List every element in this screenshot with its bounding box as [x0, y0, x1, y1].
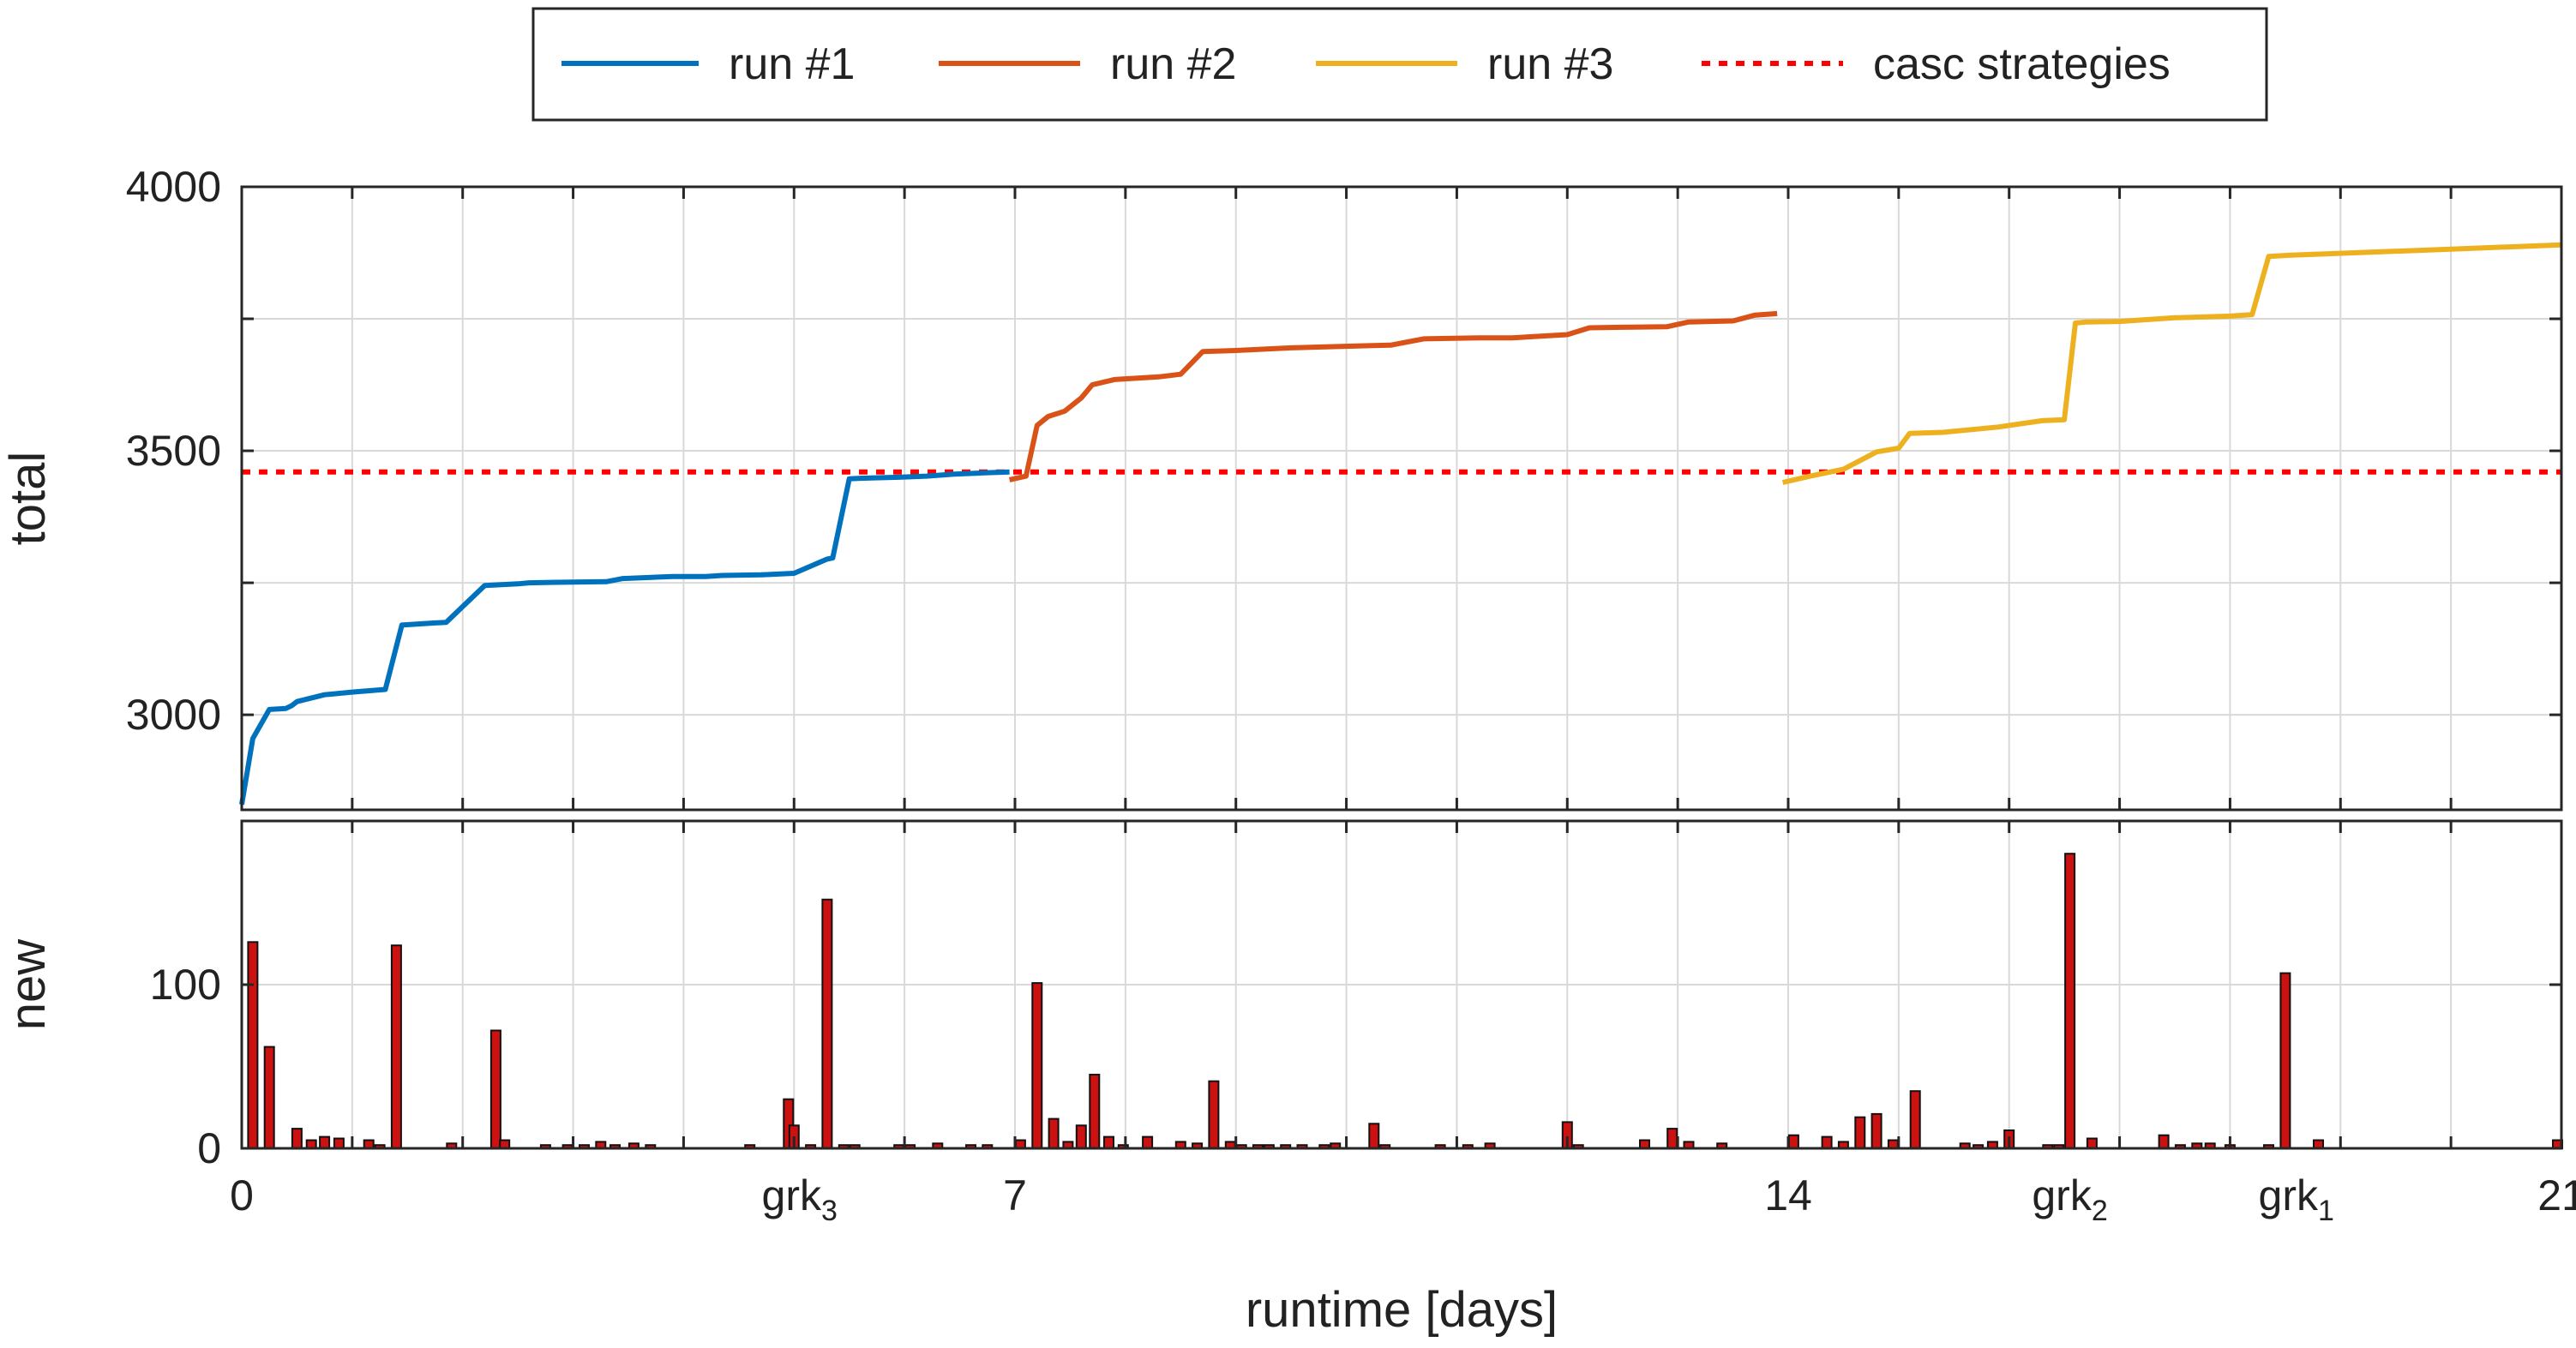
x-tick-label: 14	[1764, 1171, 1812, 1219]
bottom-y-tick-label: 0	[197, 1124, 221, 1172]
bar	[1909, 1090, 1921, 1149]
bar	[1854, 1116, 1866, 1149]
x-tick-label: 21	[2537, 1171, 2576, 1219]
top-panel-total: 3000 3500 4000 total	[0, 163, 2563, 812]
x-tick-label: grk1	[2259, 1171, 2334, 1227]
bottom-panel-new: 0 100 new 0 grk3 7 14 grk2 grk1 21 runtime [days]	[0, 819, 2576, 1338]
top-y-axis-label: total	[0, 452, 56, 546]
legend-label: run #1	[729, 39, 855, 89]
series-line-run-2	[1008, 310, 1778, 482]
x-axis-label: runtime [days]	[1246, 1282, 1558, 1338]
bar	[291, 1128, 303, 1149]
bar	[821, 898, 833, 1149]
bar	[1821, 1135, 1833, 1149]
top-y-tick-label: 3500	[126, 427, 221, 475]
bottom-y-axis-label: new	[0, 938, 56, 1031]
top-y-tick-label: 3000	[126, 691, 221, 739]
bottom-y-tick-label: 100	[150, 961, 221, 1009]
bar	[1075, 1124, 1087, 1150]
bar	[390, 944, 402, 1149]
bar	[2279, 972, 2291, 1149]
bar	[2064, 853, 2076, 1149]
bar	[2158, 1134, 2170, 1149]
legend-label: run #2	[1110, 39, 1236, 89]
bar	[319, 1135, 331, 1149]
series-line-run-3	[1781, 242, 2562, 485]
series-line-run-1	[239, 469, 1010, 806]
bar	[263, 1045, 275, 1149]
bar	[1103, 1135, 1114, 1149]
x-tick-label: 0	[230, 1171, 254, 1219]
bar	[1031, 982, 1043, 1149]
bar	[1787, 1134, 1799, 1149]
bar	[1870, 1112, 1882, 1150]
bar	[1048, 1117, 1060, 1149]
bar	[1208, 1080, 1220, 1149]
top-axes-frame	[240, 185, 2563, 812]
bottom-grid	[242, 821, 2561, 1148]
bar	[1089, 1074, 1101, 1149]
x-tick-label: 7	[1003, 1171, 1027, 1219]
x-tick-label: grk2	[2032, 1171, 2107, 1227]
bar	[1368, 1123, 1380, 1150]
bar	[1666, 1128, 1678, 1149]
top-grid	[242, 187, 2561, 810]
top-y-tick-label: 4000	[126, 163, 221, 211]
bar	[333, 1137, 345, 1149]
x-tick-label: grk3	[762, 1171, 838, 1227]
legend-label: run #3	[1487, 39, 1613, 89]
bar	[489, 1029, 501, 1149]
legend: run #1 run #2 run #3 casc strategies	[531, 7, 2268, 122]
legend-label: casc strategies	[1873, 39, 2171, 89]
bar	[1142, 1135, 1154, 1149]
bar	[2086, 1137, 2098, 1149]
bar	[247, 941, 259, 1150]
